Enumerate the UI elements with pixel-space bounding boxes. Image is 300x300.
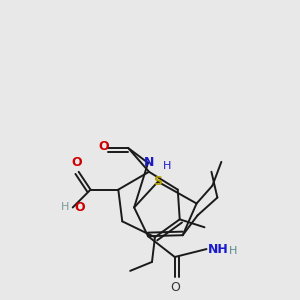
Text: O: O <box>99 140 109 153</box>
Text: N: N <box>144 156 155 170</box>
Text: H: H <box>61 202 70 212</box>
Text: H: H <box>229 246 237 256</box>
Text: O: O <box>170 281 180 294</box>
Text: S: S <box>153 175 162 188</box>
Text: O: O <box>72 156 83 169</box>
Text: O: O <box>74 201 85 214</box>
Text: H: H <box>163 161 171 171</box>
Text: NH: NH <box>208 243 229 256</box>
